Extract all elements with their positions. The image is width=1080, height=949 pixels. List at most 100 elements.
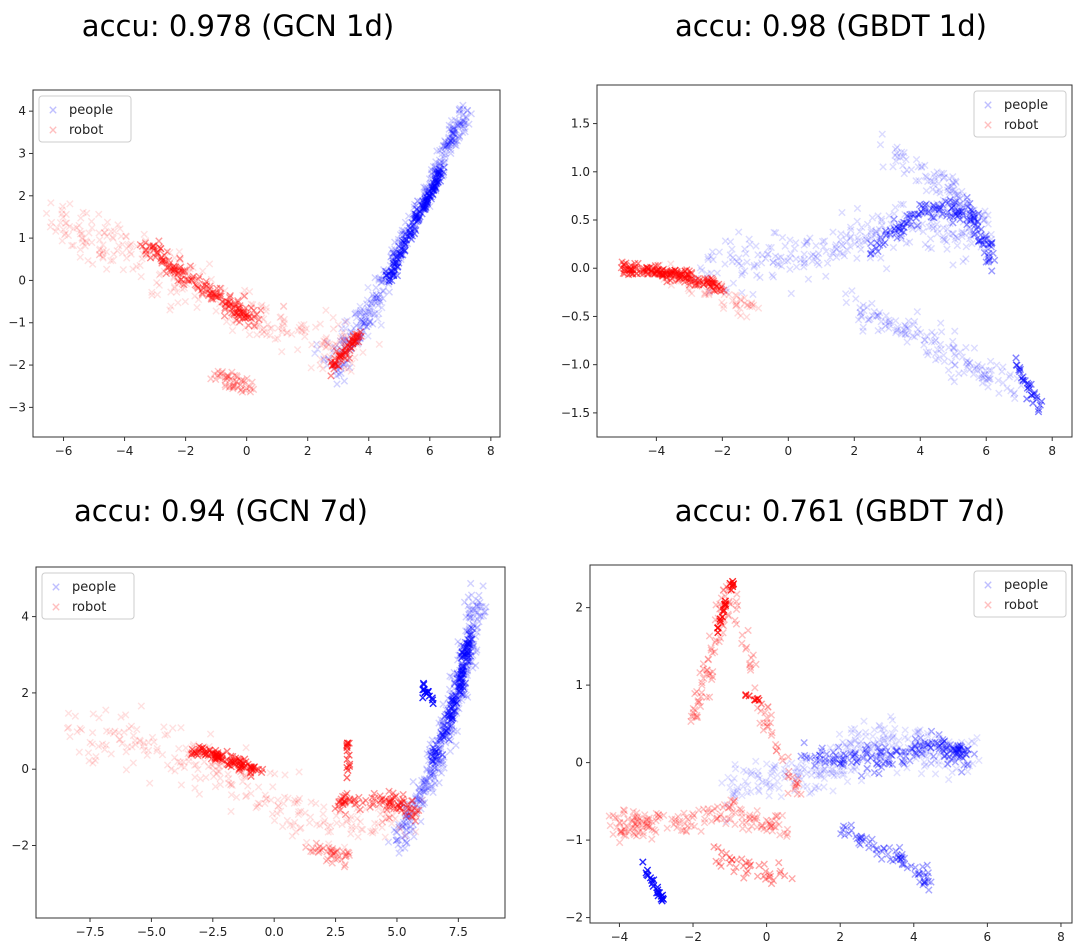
robot-point	[389, 802, 398, 810]
people-point	[467, 630, 476, 638]
robot-point	[616, 828, 624, 837]
robot-point	[133, 725, 141, 734]
people-point	[452, 126, 461, 135]
people-point	[448, 673, 456, 681]
robot-point	[79, 208, 87, 217]
people-point	[902, 752, 910, 760]
people-point	[412, 213, 421, 221]
people-point	[806, 234, 814, 242]
people-point	[943, 760, 952, 768]
robot-point	[328, 346, 337, 355]
people-point	[395, 823, 403, 831]
robot-point	[146, 254, 155, 262]
robot-point	[243, 309, 251, 317]
people-point	[418, 799, 427, 807]
robot-point	[332, 347, 341, 355]
robot-point	[738, 809, 746, 817]
people-point	[355, 338, 363, 346]
people-point	[958, 205, 966, 213]
people-point	[431, 773, 439, 782]
robot-point	[708, 279, 717, 287]
robot-point	[611, 814, 620, 822]
people-point	[901, 330, 909, 338]
robot-point	[238, 385, 246, 393]
people-point	[835, 730, 844, 738]
people-point	[455, 109, 464, 118]
robot-point	[327, 358, 335, 367]
robot-point	[223, 297, 231, 306]
people-point	[357, 306, 365, 315]
people-point	[829, 247, 838, 256]
robot-point	[725, 803, 734, 811]
people-point	[875, 736, 884, 744]
people-point	[333, 380, 341, 388]
robot-point	[128, 743, 136, 751]
people-point	[880, 742, 889, 750]
people-point	[822, 750, 831, 758]
robot-point	[341, 344, 349, 352]
people-point	[948, 229, 957, 238]
people-point	[977, 211, 986, 220]
people-point	[465, 638, 473, 647]
people-point	[415, 788, 423, 796]
y-tick-label: 0.5	[571, 213, 590, 227]
people-point	[882, 747, 891, 756]
robot-point	[333, 819, 341, 827]
robot-point	[747, 654, 755, 662]
robot-point	[325, 843, 333, 852]
people-point	[868, 232, 876, 240]
robot-point	[226, 382, 234, 391]
robot-point	[330, 849, 339, 857]
people-point	[849, 750, 858, 759]
robot-point	[676, 269, 685, 277]
people-point	[477, 612, 485, 621]
robot-point	[401, 808, 409, 816]
robot-point	[201, 280, 209, 288]
people-point	[847, 729, 856, 737]
people-point	[921, 740, 929, 748]
robot-point	[252, 319, 260, 328]
robot-point	[665, 270, 674, 279]
people-point	[352, 336, 360, 344]
robot-point	[346, 795, 354, 803]
people-point	[943, 186, 952, 194]
people-point	[822, 272, 830, 281]
people-point	[459, 670, 468, 678]
people-point	[431, 759, 440, 768]
robot-point	[224, 298, 233, 306]
people-point	[435, 168, 443, 176]
robot-point	[663, 270, 672, 278]
people-point	[878, 221, 886, 230]
robot-point	[206, 284, 214, 293]
people-point	[391, 245, 399, 253]
people-point	[931, 174, 939, 182]
robot-point	[703, 277, 711, 285]
people-point	[361, 309, 370, 317]
robot-point	[336, 336, 345, 345]
robot-point	[352, 799, 361, 808]
robot-point	[232, 372, 241, 380]
robot-point	[757, 707, 765, 715]
people-point	[356, 334, 364, 343]
people-point	[900, 169, 908, 178]
people-point	[435, 170, 443, 179]
robot-point	[676, 817, 684, 825]
people-point	[444, 711, 452, 719]
people-point	[347, 344, 355, 352]
robot-point	[170, 254, 179, 262]
people-point	[434, 179, 442, 187]
robot-point	[118, 249, 127, 257]
people-point	[415, 215, 423, 224]
robot-point	[209, 289, 217, 297]
people-point	[447, 715, 455, 724]
robot-point	[206, 282, 214, 290]
people-point	[889, 243, 898, 252]
robot-point	[177, 723, 185, 732]
people-point	[371, 309, 379, 318]
x-tick-label: 7.5	[449, 925, 468, 939]
people-point	[447, 729, 456, 737]
people-point	[421, 191, 430, 200]
people-point	[882, 231, 890, 240]
robot-point	[346, 339, 354, 348]
people-point	[964, 360, 972, 369]
